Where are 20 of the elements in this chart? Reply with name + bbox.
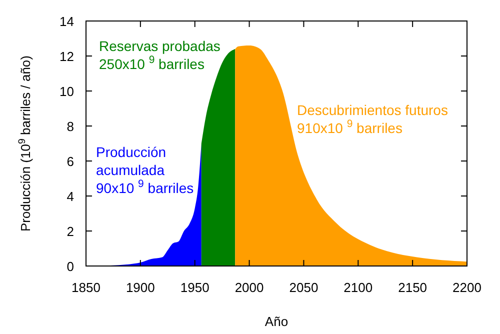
y-tick-label: 12 <box>60 49 74 64</box>
y-tick-label: 8 <box>66 119 74 134</box>
x-tick-label: 1850 <box>72 280 100 295</box>
y-tick-label: 10 <box>60 84 74 99</box>
x-tick-label: 1900 <box>126 280 155 295</box>
x-tick-label: 2100 <box>344 280 373 295</box>
x-axis-title: Año <box>264 314 288 329</box>
x-tick-label: 2000 <box>234 280 264 295</box>
y-tick-label: 14 <box>60 14 74 29</box>
annotation: Descubrimientos futuros 910x10 $^{9}$ barriles <box>297 102 448 136</box>
y-tick-label: 6 <box>66 154 74 169</box>
x-tick-label: 2200 <box>452 280 482 295</box>
y-tick-label: 0 <box>66 259 74 274</box>
x-tick-label: 2050 <box>289 280 318 295</box>
x-tick-label: 1950 <box>180 280 210 295</box>
annotation: Producción acumulada 90x10 $^{9}$ barriles <box>96 144 194 196</box>
y-tick-label: 2 <box>66 224 74 239</box>
y-tick-label: 4 <box>66 189 74 204</box>
annotation: Reservas probadas 250x10 $^{9}$ barriles <box>99 38 220 72</box>
x-tick-label: 2150 <box>398 280 428 295</box>
